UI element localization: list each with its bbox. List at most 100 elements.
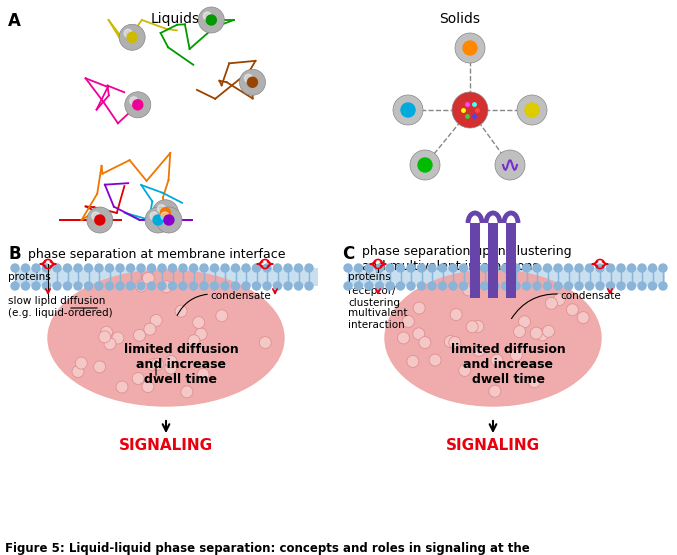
Circle shape bbox=[75, 357, 87, 369]
Circle shape bbox=[376, 264, 383, 272]
Circle shape bbox=[449, 282, 457, 290]
Circle shape bbox=[449, 264, 457, 272]
Circle shape bbox=[253, 264, 261, 272]
Circle shape bbox=[284, 264, 292, 272]
Text: condensate: condensate bbox=[210, 291, 271, 301]
Circle shape bbox=[638, 264, 646, 272]
Circle shape bbox=[142, 273, 154, 284]
Circle shape bbox=[158, 282, 166, 290]
Text: multivalent
interaction: multivalent interaction bbox=[348, 308, 408, 330]
Circle shape bbox=[200, 264, 208, 272]
Circle shape bbox=[179, 264, 187, 272]
Circle shape bbox=[197, 369, 209, 380]
Circle shape bbox=[203, 12, 211, 20]
Circle shape bbox=[132, 372, 144, 385]
Circle shape bbox=[294, 282, 303, 290]
Circle shape bbox=[200, 282, 208, 290]
Circle shape bbox=[418, 264, 426, 272]
Circle shape bbox=[428, 282, 436, 290]
Circle shape bbox=[43, 282, 51, 290]
Circle shape bbox=[439, 264, 447, 272]
Circle shape bbox=[495, 150, 525, 180]
Circle shape bbox=[439, 282, 447, 290]
Circle shape bbox=[413, 302, 425, 314]
Circle shape bbox=[463, 41, 477, 55]
Circle shape bbox=[64, 282, 72, 290]
Circle shape bbox=[450, 309, 462, 321]
Circle shape bbox=[305, 264, 313, 272]
Circle shape bbox=[259, 336, 271, 349]
Circle shape bbox=[577, 311, 589, 324]
Text: Liquids: Liquids bbox=[150, 12, 200, 26]
Circle shape bbox=[145, 207, 171, 233]
Circle shape bbox=[491, 264, 499, 272]
Circle shape bbox=[85, 282, 93, 290]
Circle shape bbox=[164, 215, 174, 225]
Circle shape bbox=[158, 264, 166, 272]
Ellipse shape bbox=[385, 270, 601, 406]
Circle shape bbox=[470, 264, 478, 272]
Circle shape bbox=[165, 355, 177, 367]
Circle shape bbox=[502, 282, 510, 290]
Circle shape bbox=[407, 264, 415, 272]
Circle shape bbox=[393, 95, 423, 125]
Circle shape bbox=[407, 355, 419, 367]
Circle shape bbox=[294, 264, 303, 272]
Circle shape bbox=[481, 282, 489, 290]
Bar bbox=[15, 268, 318, 286]
Circle shape bbox=[127, 282, 135, 290]
Circle shape bbox=[190, 282, 198, 290]
Circle shape bbox=[397, 264, 404, 272]
Circle shape bbox=[263, 282, 271, 290]
Circle shape bbox=[130, 97, 138, 105]
Circle shape bbox=[459, 365, 471, 376]
Circle shape bbox=[156, 207, 182, 233]
Circle shape bbox=[419, 336, 431, 349]
Circle shape bbox=[74, 264, 82, 272]
Circle shape bbox=[169, 282, 177, 290]
Circle shape bbox=[455, 33, 485, 63]
Circle shape bbox=[92, 212, 100, 220]
Circle shape bbox=[22, 282, 30, 290]
Circle shape bbox=[142, 381, 154, 392]
Circle shape bbox=[536, 329, 548, 341]
Circle shape bbox=[512, 264, 520, 272]
Circle shape bbox=[158, 205, 165, 213]
Circle shape bbox=[542, 325, 554, 337]
Circle shape bbox=[460, 282, 468, 290]
Circle shape bbox=[376, 282, 383, 290]
Text: SIGNALING: SIGNALING bbox=[446, 438, 540, 453]
Circle shape bbox=[365, 264, 373, 272]
Bar bbox=[506, 223, 516, 298]
Circle shape bbox=[125, 92, 151, 118]
Circle shape bbox=[397, 282, 404, 290]
Circle shape bbox=[473, 345, 485, 356]
Text: Figure 5: Liquid-liquid phase separation: concepts and roles in signaling at the: Figure 5: Liquid-liquid phase separation… bbox=[5, 542, 529, 555]
Circle shape bbox=[514, 326, 525, 337]
Circle shape bbox=[586, 282, 594, 290]
Circle shape bbox=[544, 282, 552, 290]
Circle shape bbox=[344, 282, 352, 290]
Circle shape bbox=[133, 329, 146, 341]
Circle shape bbox=[386, 264, 394, 272]
Circle shape bbox=[462, 284, 475, 296]
Circle shape bbox=[144, 323, 156, 335]
Circle shape bbox=[165, 362, 177, 374]
Circle shape bbox=[274, 264, 282, 272]
Circle shape bbox=[407, 282, 415, 290]
Circle shape bbox=[198, 7, 224, 33]
Circle shape bbox=[137, 264, 145, 272]
Circle shape bbox=[153, 215, 163, 225]
Circle shape bbox=[216, 310, 227, 322]
Circle shape bbox=[253, 282, 261, 290]
Circle shape bbox=[386, 282, 394, 290]
Circle shape bbox=[242, 264, 250, 272]
Circle shape bbox=[274, 282, 282, 290]
Circle shape bbox=[150, 314, 162, 326]
Circle shape bbox=[104, 338, 116, 350]
Circle shape bbox=[575, 264, 583, 272]
Circle shape bbox=[112, 332, 124, 344]
Circle shape bbox=[470, 282, 478, 290]
Text: slow lipid diffusion: slow lipid diffusion bbox=[8, 296, 106, 306]
Text: phase separation upon clustering
and multivalent interactions: phase separation upon clustering and mul… bbox=[362, 245, 571, 273]
